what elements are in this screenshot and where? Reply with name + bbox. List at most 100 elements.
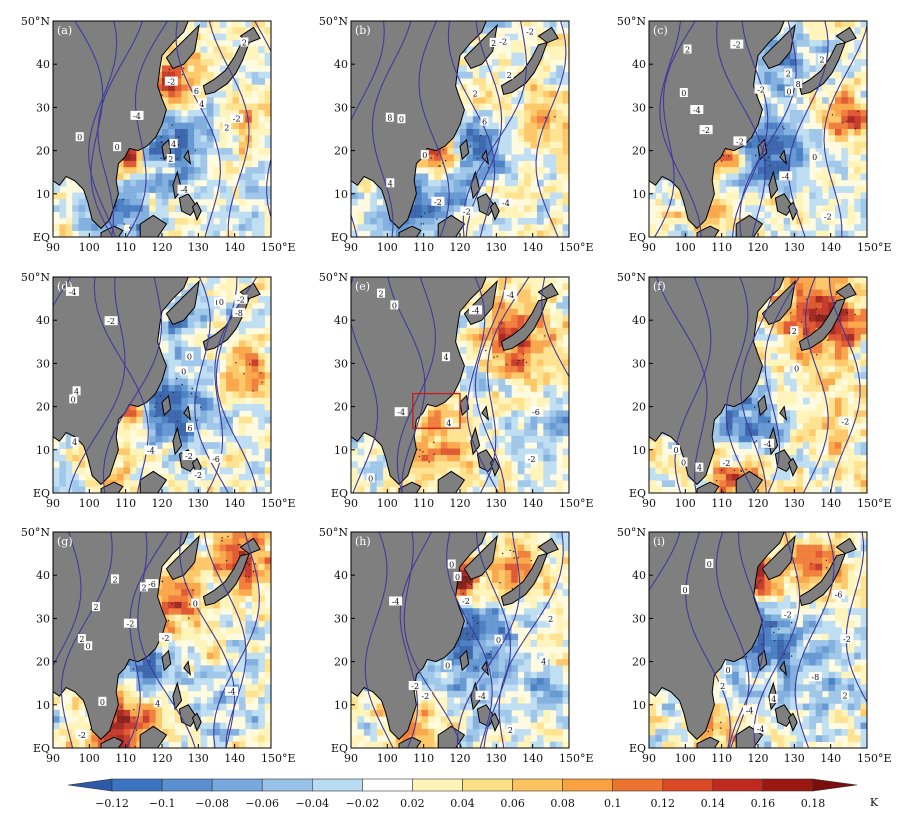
contour-label: 6 — [187, 424, 192, 433]
contour-label-bg — [794, 78, 803, 88]
contour-label: 2 — [93, 603, 98, 612]
lon-tick-label: 150°E — [857, 752, 892, 765]
contour-label: -2 — [434, 198, 442, 207]
contour-label-bg — [197, 98, 206, 108]
contour-labels: -4 0 0 -2 2 2 4 -6 -4 -2 0 -8 — [681, 558, 854, 734]
lon-tick-label: 140 — [820, 752, 841, 765]
panel-label: (e) — [355, 280, 370, 293]
lon-tick-label: 130 — [784, 241, 805, 254]
colorbar-box — [712, 778, 764, 792]
contour-label-bg — [232, 307, 246, 317]
contour-label: -2 — [784, 610, 792, 619]
contour-label: 2 — [142, 583, 147, 592]
colorbar-box — [512, 778, 563, 792]
contour-label-bg — [113, 142, 122, 152]
contour-label: -8 — [235, 309, 243, 318]
contour-label: -4 — [764, 440, 772, 449]
contour-label: 2 — [168, 155, 173, 164]
lat-tick-label: 40 — [334, 569, 348, 582]
contour-label: 2 — [242, 39, 247, 48]
contour-label-bg — [832, 589, 845, 599]
contour-label: -2 — [733, 41, 741, 50]
contour-label: -2 — [127, 620, 135, 629]
colorbar-box — [311, 778, 363, 792]
contour-label-bg — [841, 690, 849, 700]
lon-tick-label: 140 — [820, 497, 841, 510]
contour-label-bg — [690, 105, 704, 114]
contour-label-bg — [209, 453, 223, 463]
contour-label-bg — [377, 288, 385, 298]
panel-map-area: -4 0 0 -2 2 2 4 -6 -4 -2 0 -8 — [649, 532, 867, 748]
contour-label: 0 — [786, 87, 791, 96]
lon-tick-label: 90 — [46, 241, 60, 254]
lat-tick-label: 10 — [36, 444, 50, 457]
contour-label-bg — [499, 198, 513, 208]
contour-label-bg — [679, 457, 688, 467]
contour-label: 2 — [548, 615, 553, 624]
contour-label: -2 — [528, 455, 536, 464]
contour-label-bg — [397, 114, 406, 124]
lon-tick-label: 100 — [675, 752, 696, 765]
contour-label-bg — [185, 351, 194, 361]
contour-label: -2 — [843, 635, 851, 644]
contour-label: 0 — [674, 446, 679, 455]
contour-label: -8 — [811, 673, 819, 682]
lon-tick-label: 100 — [675, 497, 696, 510]
colorbar-tick-label: 0.04 — [450, 797, 475, 810]
contour-label-bg — [494, 634, 503, 644]
colorbar-box — [662, 778, 714, 792]
lon-tick-label: 120 — [450, 241, 471, 254]
lat-tick-label: 50°N — [21, 526, 50, 539]
contour-label-bg — [790, 326, 799, 336]
contour-label: 4 — [155, 699, 160, 708]
landmass — [351, 21, 559, 237]
contour-label-bg — [182, 451, 196, 460]
contour-label-bg — [810, 151, 819, 161]
lon-tick-label: 110 — [413, 752, 434, 765]
lat-tick-label: 40 — [632, 569, 646, 582]
contour-label: -2 — [107, 317, 115, 326]
contour-label-bg — [418, 691, 432, 701]
contour-label-bg — [719, 458, 733, 467]
contour-label: 2 — [79, 635, 84, 644]
contour-label: 2 — [792, 327, 797, 336]
contour-label-bg — [444, 417, 453, 427]
panel-label: (i) — [653, 535, 665, 548]
lon-tick-label: 90 — [642, 752, 656, 765]
lat-tick-label: 10 — [632, 444, 646, 457]
contour-label-bg — [724, 665, 733, 675]
lat-tick-label: 10 — [334, 444, 348, 457]
lon-tick-label: 140 — [522, 752, 543, 765]
colorbar-tick-label: −0.08 — [195, 797, 229, 810]
colorbar: −0.12 −0.1 −0.08 −0.06 −0.04 −0.02 0.02 0.04 0.0… — [67, 778, 879, 810]
lon-tick-label: 140 — [224, 497, 245, 510]
lat-tick-label: EQ — [33, 231, 50, 244]
lon-tick-label: 120 — [748, 752, 769, 765]
contour-label: 4 — [171, 140, 176, 149]
colorbar-box — [261, 778, 313, 792]
contour-label-bg — [769, 693, 778, 703]
contour-label: 0 — [681, 89, 686, 98]
contour-label-bg — [443, 660, 452, 670]
colorbar-tick-label: 0.18 — [801, 797, 826, 810]
lon-tick-label: 150°E — [559, 752, 594, 765]
contour-label-bg — [679, 88, 688, 97]
lat-tick-label: 10 — [632, 699, 646, 712]
lon-tick-label: 100 — [675, 241, 696, 254]
contour-label: 0 — [449, 561, 454, 570]
contour-lines — [656, 277, 861, 493]
contour-label-bg — [75, 132, 84, 142]
colorbar-unit: K — [870, 796, 879, 809]
contour-label-bg — [480, 116, 489, 126]
lat-tick-label: 30 — [632, 101, 646, 114]
contour-label-bg — [447, 559, 456, 569]
contour-label-bg — [191, 469, 205, 479]
lat-tick-label: 20 — [632, 145, 646, 158]
lon-tick-label: 130 — [784, 497, 805, 510]
